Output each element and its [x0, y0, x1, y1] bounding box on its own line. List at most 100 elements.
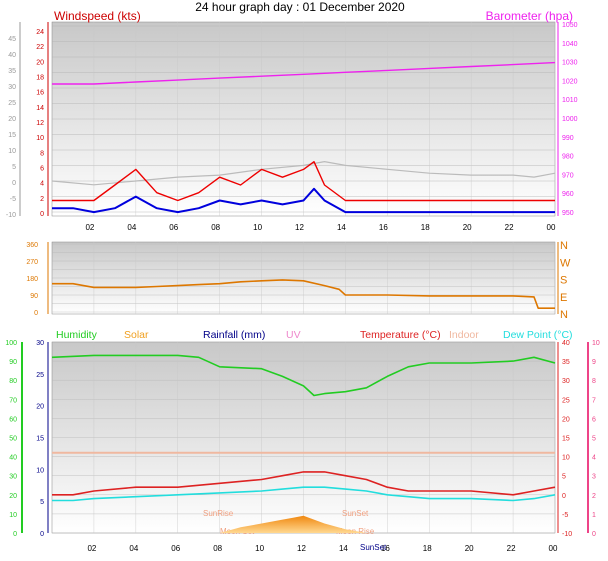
humidity-line [51, 354, 556, 397]
humidity-tick-label: 70 [9, 397, 17, 404]
temperature-tick-label: 10 [562, 455, 570, 462]
legend-item: Rainfall (mm) [203, 329, 265, 341]
x-tick-label: 04 [127, 223, 136, 232]
x-tick-label: 04 [129, 544, 138, 553]
uv-tick-label: 7 [592, 397, 596, 404]
x-tick-label: 20 [465, 544, 474, 553]
temperature-tick-label: 30 [562, 378, 570, 385]
humidity-tick-label: 10 [9, 512, 17, 519]
wind-outer-tick-label: -5 [10, 196, 16, 203]
windspeed-line [52, 187, 555, 214]
gust-line [52, 160, 555, 202]
humidity-tick-label: 30 [9, 474, 17, 481]
x-tick-label: 02 [87, 544, 96, 553]
temperature-tick-label: -5 [562, 512, 568, 519]
direction-tick-label: 90 [30, 293, 38, 300]
legend-item: Indoor [449, 329, 479, 341]
wind-tick-label: 10 [36, 135, 44, 142]
rain-tick-label: 0 [40, 531, 44, 538]
trace-line [51, 161, 556, 186]
compass-label: E [560, 292, 567, 304]
wind-tick-label: 14 [36, 105, 44, 112]
legend-item: Temperature (°C) [360, 329, 441, 341]
humidity-tick-label: 20 [9, 493, 17, 500]
humidity-tick-label: 60 [9, 416, 17, 423]
legend-item: Solar [124, 329, 149, 341]
compass-label: W [560, 257, 571, 269]
direction-tick-label: 0 [34, 310, 38, 317]
solar-area [219, 515, 367, 533]
uv-tick-label: 5 [592, 436, 596, 443]
compass-label: N [560, 240, 568, 252]
x-tick-label: 22 [507, 544, 516, 553]
barometer-tick-label: 1010 [562, 97, 578, 104]
barometer-tick-label: 1040 [562, 41, 578, 48]
wind-outer-tick-label: 35 [8, 68, 16, 75]
temperature-tick-label: 15 [562, 436, 570, 443]
rain-tick-label: 20 [36, 404, 44, 411]
wind-tick-label: 22 [36, 44, 44, 51]
wind-outer-tick-label: 5 [12, 164, 16, 171]
humidity-tick-label: 100 [5, 340, 17, 347]
sun-moon-annotation: SunSet [342, 509, 369, 518]
wind-outer-tick-label: 20 [8, 116, 16, 123]
wind-outer-tick-label: 15 [8, 132, 16, 139]
uv-tick-label: 8 [592, 378, 596, 385]
x-tick-label: 06 [171, 544, 180, 553]
x-tick-label: 18 [423, 544, 432, 553]
wind-tick-label: 4 [40, 181, 44, 188]
rain-tick-label: 15 [36, 436, 44, 443]
wind-outer-tick-label: 0 [12, 180, 16, 187]
sun-moon-annotation: SunRise [203, 509, 234, 518]
barometer-line [52, 61, 556, 85]
barometer-tick-label: 1020 [562, 78, 578, 85]
rain-tick-label: 10 [36, 467, 44, 474]
rain-tick-label: 25 [36, 372, 44, 379]
barometer-tick-label: 990 [562, 135, 574, 142]
wind-tick-label: 8 [40, 150, 44, 157]
wind-tick-label: 16 [36, 90, 44, 97]
x-tick-label: 16 [379, 223, 388, 232]
x-tick-label: 08 [213, 544, 222, 553]
wind-tick-label: 2 [40, 196, 44, 203]
direction-line [52, 279, 555, 310]
compass-label: S [560, 275, 567, 287]
legend-item: Dew Point (°C) [503, 329, 573, 341]
direction-tick-label: 270 [26, 259, 38, 266]
wind-tick-label: 24 [36, 29, 44, 36]
x-tick-label: 14 [339, 544, 348, 553]
uv-tick-label: 6 [592, 416, 596, 423]
x-tick-label: 10 [255, 544, 264, 553]
x-tick-label: 12 [297, 544, 306, 553]
x-tick-label: 10 [253, 223, 262, 232]
uv-tick-label: 10 [592, 340, 600, 347]
wind-tick-label: 6 [40, 166, 44, 173]
x-tick-label: 00 [549, 544, 558, 553]
barometer-axis-label: Barometer (hpa) [486, 9, 573, 23]
wind-outer-tick-label: -10 [6, 212, 16, 219]
temperature-line [52, 471, 556, 496]
x-tick-label: 22 [505, 223, 514, 232]
legend-item: Humidity [56, 329, 98, 341]
humidity-tick-label: 90 [9, 359, 17, 366]
temperature-tick-label: 20 [562, 416, 570, 423]
uv-tick-label: 3 [592, 474, 596, 481]
wind-outer-tick-label: 10 [8, 148, 16, 155]
page-title: 24 hour graph day : 01 December 2020 [195, 0, 405, 14]
sun-moon-annotation: SunSet [360, 543, 387, 552]
uv-tick-label: 9 [592, 359, 596, 366]
x-tick-label: 16 [381, 544, 390, 553]
barometer-tick-label: 1050 [562, 22, 578, 29]
humidity-tick-label: 50 [9, 436, 17, 443]
legend-item: UV [286, 329, 301, 341]
wind-axis-label: Windspeed (kts) [54, 9, 141, 23]
x-tick-label: 20 [463, 223, 472, 232]
x-tick-label: 02 [85, 223, 94, 232]
dewpoint-line [52, 486, 556, 502]
uv-tick-label: 0 [592, 531, 596, 538]
direction-tick-label: 360 [26, 242, 38, 249]
x-tick-label: 14 [337, 223, 346, 232]
temperature-tick-label: 35 [562, 359, 570, 366]
wind-tick-label: 18 [36, 75, 44, 82]
